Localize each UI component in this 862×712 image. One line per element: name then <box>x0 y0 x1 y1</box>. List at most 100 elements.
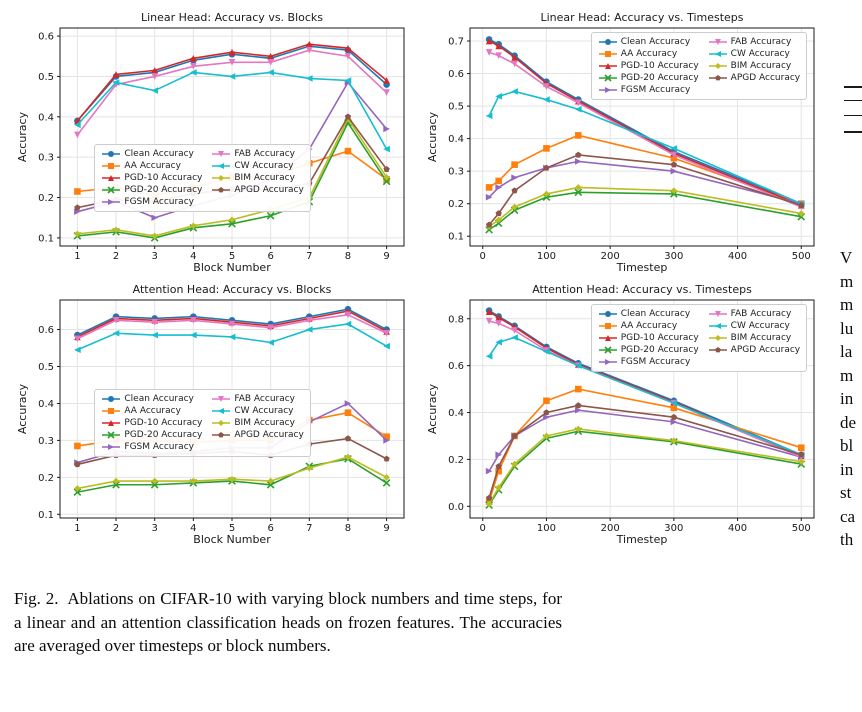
legend-marker-icon <box>708 63 727 70</box>
legend-marker-icon <box>212 420 231 427</box>
svg-text:Timestep: Timestep <box>616 261 668 274</box>
svg-text:0.2: 0.2 <box>448 199 464 210</box>
svg-text:5: 5 <box>229 523 235 534</box>
legend-label: APGD Accuracy <box>730 73 801 84</box>
svg-text:1: 1 <box>74 251 80 262</box>
legend-label: PGD-20 Accuracy <box>124 184 203 195</box>
svg-text:400: 400 <box>728 251 747 262</box>
svg-text:0.4: 0.4 <box>448 408 464 419</box>
svg-text:3: 3 <box>152 523 158 534</box>
svg-text:9: 9 <box>383 251 389 262</box>
text-fragment-line: in <box>840 389 854 408</box>
svg-text:Block Number: Block Number <box>193 261 271 274</box>
svg-text:2: 2 <box>113 523 119 534</box>
legend-item: APGD Accuracy <box>708 72 800 84</box>
text-fragment-line: m <box>840 295 854 314</box>
svg-text:0.0: 0.0 <box>448 502 464 513</box>
text-fragment-line: m <box>840 271 854 291</box>
legend-item: CW Accuracy <box>211 160 303 172</box>
legend-item: FAB Accuracy <box>708 36 800 48</box>
legend-label: FGSM Accuracy <box>620 85 691 96</box>
legend-label: PGD-10 Accuracy <box>620 61 699 72</box>
legend-marker-icon <box>102 185 121 194</box>
svg-text:7: 7 <box>306 523 312 534</box>
legend-label: BIM Accuracy <box>234 172 295 183</box>
legend-marker-icon <box>102 150 121 157</box>
svg-text:0.7: 0.7 <box>448 37 464 48</box>
legend-marker-icon <box>598 335 617 342</box>
svg-text:1: 1 <box>74 523 80 534</box>
svg-text:0.6: 0.6 <box>448 361 464 372</box>
svg-text:Accuracy: Accuracy <box>16 383 29 434</box>
svg-text:400: 400 <box>728 523 747 534</box>
legend-item: CW Accuracy <box>211 405 303 417</box>
svg-text:200: 200 <box>601 523 620 534</box>
legend-item: Clean Accuracy <box>598 308 699 320</box>
legend-item: BIM Accuracy <box>708 332 800 344</box>
legend-marker-icon <box>102 408 121 415</box>
legend-item: CW Accuracy <box>708 320 800 332</box>
legend-marker-icon <box>598 359 617 366</box>
legend-item: BIM Accuracy <box>708 60 800 72</box>
text-fragment-line: in <box>840 459 854 479</box>
svg-text:8: 8 <box>345 523 351 534</box>
legend-item: PGD-10 Accuracy <box>598 332 699 344</box>
legend-marker-icon <box>102 198 121 205</box>
svg-text:Block Number: Block Number <box>193 533 271 546</box>
legend-label: AA Accuracy <box>620 321 678 332</box>
legend-item: CW Accuracy <box>708 48 800 60</box>
legend-item: PGD-20 Accuracy <box>598 72 699 84</box>
legend-marker-icon <box>708 39 727 46</box>
legend-label: PGD-20 Accuracy <box>620 73 699 84</box>
legend-item: AA Accuracy <box>101 405 202 417</box>
chart-legend: Clean Accuracy AA Accuracy PGD-10 Accuracy… <box>590 32 808 101</box>
legend-marker-icon <box>598 63 617 70</box>
text-fragment-line: V <box>840 248 853 267</box>
svg-text:0.1: 0.1 <box>38 233 54 244</box>
chart-legend: Clean Accuracy AA Accuracy PGD-10 Accuracy… <box>94 389 311 458</box>
legend-item: FGSM Accuracy <box>101 196 202 208</box>
svg-text:0.1: 0.1 <box>38 510 54 521</box>
legend-item: FAB Accuracy <box>211 393 303 405</box>
svg-text:0.4: 0.4 <box>448 134 464 145</box>
svg-text:0.3: 0.3 <box>448 167 464 178</box>
legend-label: PGD-10 Accuracy <box>620 333 699 344</box>
legend-label: AA Accuracy <box>124 160 181 171</box>
chart-attention-head-timesteps: 0 100 200 300 400 500 0.0 0.2 0.4 0.6 0.8 Attention… <box>424 280 824 550</box>
legend-label: BIM Accuracy <box>730 333 792 344</box>
svg-text:200: 200 <box>601 251 620 262</box>
svg-text:0.3: 0.3 <box>38 153 54 164</box>
legend-item: APGD Accuracy <box>211 429 304 441</box>
chart-linear-head-blocks: 1 2 3 4 5 6 7 8 9 0.1 0.2 0.3 0.4 0.5 0.6 Linear Head: … <box>14 8 414 278</box>
legend-label: CW Accuracy <box>234 160 294 171</box>
legend-label: AA Accuracy <box>124 406 181 417</box>
legend-item: APGD Accuracy <box>708 344 800 356</box>
legend-marker-icon <box>102 174 121 181</box>
text-fragment-line: bl <box>840 436 854 455</box>
legend-marker-icon <box>212 174 231 181</box>
svg-text:6: 6 <box>267 523 273 534</box>
chart-legend: Clean Accuracy AA Accuracy PGD-10 Accuracy… <box>94 143 311 212</box>
text-fragment-line: ca <box>840 506 856 526</box>
legend-marker-icon <box>708 75 727 81</box>
svg-text:0.4: 0.4 <box>38 399 54 410</box>
table-rule <box>844 100 862 101</box>
legend-label: CW Accuracy <box>730 321 790 332</box>
text-fragment-line: la <box>840 342 853 361</box>
legend-item: PGD-20 Accuracy <box>598 344 699 356</box>
svg-text:0.4: 0.4 <box>38 112 54 123</box>
legend-marker-icon <box>598 346 617 354</box>
legend-label: FGSM Accuracy <box>124 196 194 207</box>
svg-text:Attention Head: Accuracy vs. B: Attention Head: Accuracy vs. Blocks <box>133 283 332 296</box>
text-fragment-line: lu <box>840 318 854 338</box>
legend-item: Clean Accuracy <box>101 148 202 160</box>
legend-marker-icon <box>212 186 231 192</box>
svg-text:500: 500 <box>792 251 811 262</box>
legend-item: AA Accuracy <box>598 320 699 332</box>
svg-text:0.2: 0.2 <box>448 455 464 466</box>
legend-marker-icon <box>212 408 231 415</box>
legend-label: Clean Accuracy <box>620 37 691 48</box>
svg-text:3: 3 <box>152 251 158 262</box>
legend-item: AA Accuracy <box>101 160 202 172</box>
legend-item: APGD Accuracy <box>211 184 304 196</box>
